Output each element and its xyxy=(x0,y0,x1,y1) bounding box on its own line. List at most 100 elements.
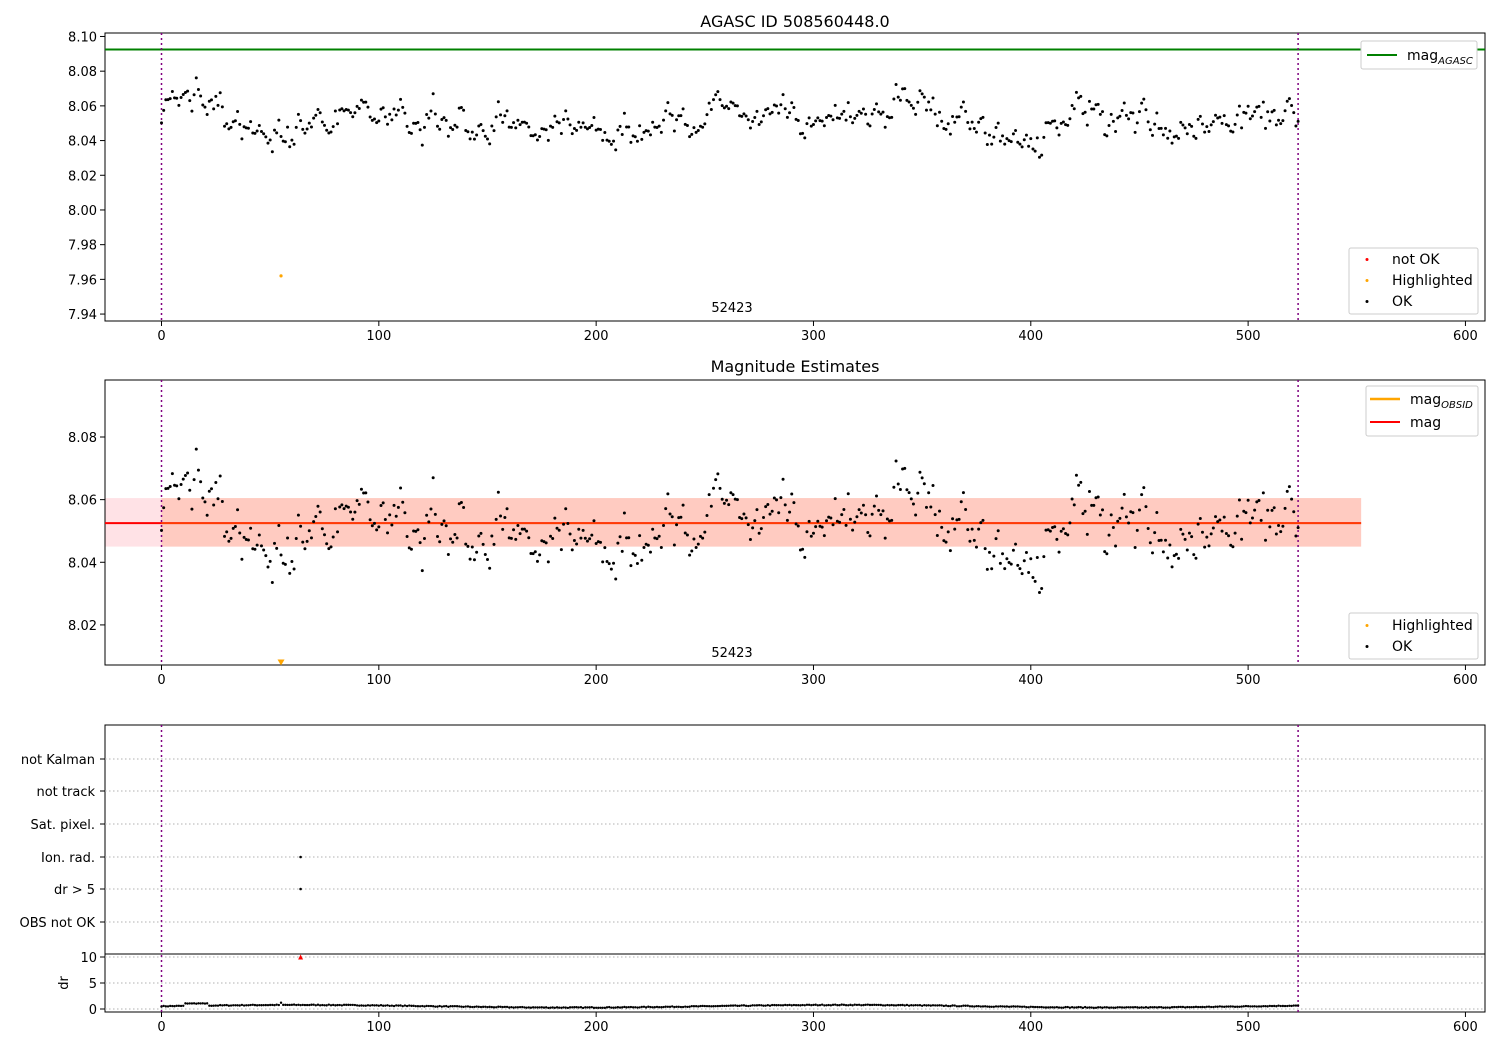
dr-point xyxy=(870,1003,874,1007)
ok-point xyxy=(1003,142,1007,146)
ok-point xyxy=(436,124,440,128)
dr-point xyxy=(686,1005,689,1009)
dr-point xyxy=(1044,1006,1048,1009)
dr-point xyxy=(197,1002,200,1005)
ok-point xyxy=(740,517,744,521)
dr-point xyxy=(731,1004,735,1007)
dr-point xyxy=(353,1003,357,1007)
dr-point xyxy=(499,1005,502,1008)
dr-point xyxy=(638,1006,641,1009)
ok-point xyxy=(1237,498,1241,502)
ok-point xyxy=(277,118,281,122)
panel2-legend-mag-obsid: magOBSID xyxy=(1410,392,1473,411)
ok-point xyxy=(1155,111,1159,115)
ok-point xyxy=(768,112,772,116)
ok-point xyxy=(935,124,939,128)
ok-point xyxy=(253,131,257,135)
ok-point xyxy=(368,115,372,119)
ok-point xyxy=(475,550,479,554)
ok-point xyxy=(1031,575,1035,579)
ok-point xyxy=(1207,130,1211,134)
dr-point xyxy=(1031,1005,1035,1009)
dr-point xyxy=(1279,1004,1282,1008)
ok-point xyxy=(1214,113,1218,117)
ok-point xyxy=(446,553,450,557)
dr-point xyxy=(160,1005,163,1008)
dr-point xyxy=(996,1005,1000,1008)
highlighted-marker xyxy=(277,659,285,666)
flag-point xyxy=(299,887,302,891)
dr-point xyxy=(636,1006,639,1009)
ok-point xyxy=(1024,133,1028,137)
dr-point xyxy=(1146,1006,1150,1009)
ok-point xyxy=(1229,543,1233,547)
dr-point xyxy=(1227,1005,1230,1008)
ok-point xyxy=(286,125,290,129)
dr-point xyxy=(1170,1006,1174,1009)
ok-point xyxy=(1018,142,1022,146)
ok-point xyxy=(336,122,340,126)
ok-point xyxy=(748,126,752,130)
ok-point xyxy=(1287,97,1291,101)
ok-point xyxy=(662,523,666,527)
ok-point xyxy=(429,507,433,511)
ok-point xyxy=(577,527,581,531)
ok-point xyxy=(951,114,955,118)
dr-point xyxy=(273,1004,276,1007)
dr-point xyxy=(242,1004,246,1007)
dr-point xyxy=(914,1003,917,1007)
ok-point xyxy=(792,501,796,505)
ok-point xyxy=(462,506,466,510)
dr-point xyxy=(1242,1005,1245,1008)
ok-point xyxy=(494,115,498,119)
ok-point xyxy=(407,546,411,550)
dr-point xyxy=(264,1003,268,1007)
ok-point xyxy=(894,82,898,86)
ok-point xyxy=(1131,111,1135,115)
dr-point xyxy=(940,1004,943,1007)
ok-point xyxy=(559,548,563,552)
panel3-xtick-label: 200 xyxy=(584,1020,609,1035)
dr-point xyxy=(897,1003,900,1007)
ok-point xyxy=(568,532,572,536)
dr-point xyxy=(649,1005,652,1009)
ok-point xyxy=(233,525,237,529)
ok-point xyxy=(783,107,787,111)
ok-point xyxy=(1296,119,1300,123)
ok-point xyxy=(1216,520,1220,524)
dr-point xyxy=(199,1002,202,1005)
dr-point xyxy=(381,1004,385,1007)
ok-point xyxy=(896,95,900,99)
dr-point xyxy=(1131,1006,1135,1009)
dr-point xyxy=(634,1006,637,1009)
ok-point xyxy=(757,123,761,127)
ok-point xyxy=(1070,497,1074,501)
ok-point xyxy=(942,539,946,543)
ok-point xyxy=(1170,141,1174,145)
dr-point xyxy=(1212,1005,1215,1009)
ok-point xyxy=(938,509,942,513)
ok-point xyxy=(296,112,300,116)
dr-point xyxy=(579,1006,583,1009)
panel1-ytick-label: 8.10 xyxy=(68,30,97,45)
dr-point xyxy=(1029,1005,1032,1009)
ok-point xyxy=(992,135,996,139)
ok-point xyxy=(905,488,909,492)
dr-point xyxy=(529,1006,533,1009)
ok-point xyxy=(355,104,359,108)
ok-point xyxy=(392,503,396,507)
ok-point xyxy=(1253,508,1257,512)
dr-point xyxy=(749,1004,752,1007)
ok-point xyxy=(296,513,300,517)
ok-point xyxy=(585,539,589,543)
ok-point xyxy=(1114,130,1118,134)
ok-point xyxy=(531,552,535,556)
ok-point xyxy=(288,571,292,575)
panel2-legend-lines: magOBSID mag xyxy=(1365,385,1479,437)
ok-point xyxy=(731,493,735,497)
dr-point xyxy=(923,1003,926,1007)
ok-point xyxy=(181,92,185,96)
ok-point xyxy=(459,500,463,504)
ok-point xyxy=(414,529,418,533)
ok-point xyxy=(377,525,381,529)
